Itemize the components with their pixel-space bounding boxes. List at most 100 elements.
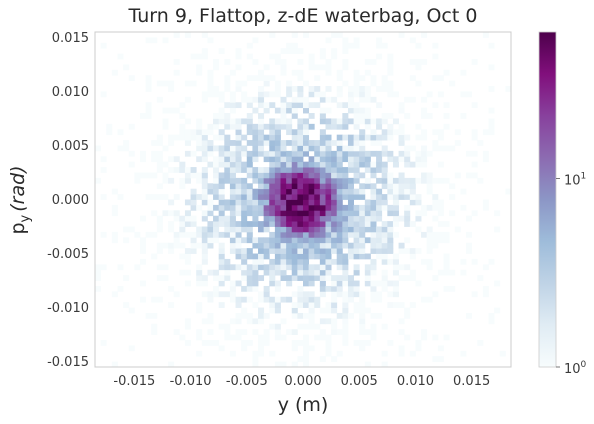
heatmap-bin	[303, 145, 310, 152]
heatmap-bin	[286, 177, 293, 184]
heatmap-bin	[263, 215, 270, 222]
heatmap-bin	[274, 161, 281, 168]
heatmap-bin	[359, 323, 366, 330]
heatmap-bin	[173, 194, 180, 200]
heatmap-bin	[336, 350, 343, 357]
heatmap-bin	[308, 226, 315, 233]
heatmap-bin	[370, 269, 377, 276]
heatmap-bin	[392, 302, 399, 308]
heatmap-bin	[274, 188, 281, 195]
heatmap-bin	[432, 204, 439, 211]
heatmap-bin	[342, 80, 349, 87]
heatmap-bin	[336, 248, 343, 254]
heatmap-bin	[331, 329, 338, 335]
heatmap-bin	[252, 199, 259, 206]
heatmap-bin	[488, 312, 495, 319]
heatmap-bin	[241, 80, 248, 87]
heatmap-bin	[207, 226, 214, 233]
heatmap-bin	[224, 118, 231, 125]
x-tick-label: 0.010	[397, 374, 434, 389]
heatmap-bin	[95, 177, 102, 184]
heatmap-bin	[168, 221, 175, 227]
heatmap-bin	[392, 231, 399, 238]
heatmap-bin	[387, 188, 394, 195]
heatmap-bin	[184, 280, 191, 287]
heatmap-bin	[387, 231, 394, 238]
heatmap-bin	[252, 107, 259, 114]
heatmap-bin	[392, 258, 399, 265]
heatmap-bin	[387, 204, 394, 211]
heatmap-bin	[404, 96, 411, 103]
heatmap-bin	[499, 350, 506, 357]
heatmap-bin	[263, 291, 270, 298]
heatmap-bin	[213, 221, 220, 227]
heatmap-bin	[213, 123, 220, 130]
heatmap-bin	[235, 129, 242, 136]
heatmap-bin	[123, 140, 130, 146]
heatmap-bin	[319, 253, 326, 260]
heatmap-bin	[331, 210, 338, 217]
heatmap-bin	[269, 145, 276, 152]
heatmap-bin	[308, 172, 315, 179]
heatmap-bin	[370, 248, 377, 254]
heatmap-bin	[426, 248, 433, 254]
heatmap-bin	[336, 75, 343, 82]
heatmap-bin	[291, 226, 298, 233]
heatmap-bin	[471, 210, 478, 217]
heatmap-bin	[404, 204, 411, 211]
heatmap-bin	[437, 221, 444, 227]
heatmap-bin	[156, 264, 163, 271]
heatmap-bin	[252, 350, 259, 357]
heatmap-bin	[331, 307, 338, 314]
heatmap-bin	[303, 345, 310, 352]
y-tick-label: 0.000	[52, 193, 89, 208]
heatmap-bin	[482, 150, 489, 157]
heatmap-bin	[449, 269, 456, 276]
heatmap-bin	[269, 161, 276, 168]
heatmap-bin	[331, 248, 338, 254]
heatmap-bin	[246, 183, 253, 190]
heatmap-bin	[364, 329, 371, 335]
heatmap-bin	[398, 264, 405, 271]
heatmap-bin	[263, 156, 270, 163]
heatmap-bin	[308, 91, 315, 98]
heatmap-bin	[325, 96, 332, 103]
heatmap-bin	[241, 167, 248, 173]
heatmap-bin	[123, 302, 130, 308]
heatmap-bin	[308, 194, 315, 200]
heatmap-bin	[319, 264, 326, 271]
heatmap-bin	[404, 334, 411, 341]
heatmap-bin	[162, 172, 169, 179]
heatmap-bin	[280, 123, 287, 130]
heatmap-bin	[381, 161, 388, 168]
heatmap-bin	[224, 113, 231, 119]
heatmap-bin	[286, 48, 293, 55]
heatmap-bin	[398, 172, 405, 179]
heatmap-bin	[347, 280, 354, 287]
heatmap-bin	[263, 242, 270, 249]
heatmap-bin	[364, 134, 371, 141]
heatmap-bin	[128, 226, 135, 233]
heatmap-bin	[280, 118, 287, 125]
heatmap-bin	[347, 248, 354, 254]
heatmap-bin	[308, 156, 315, 163]
heatmap-bin	[331, 285, 338, 292]
heatmap-bin	[392, 204, 399, 211]
heatmap-bin	[218, 345, 225, 352]
heatmap-bin	[269, 156, 276, 163]
heatmap-bin	[213, 204, 220, 211]
heatmap-bin	[342, 145, 349, 152]
heatmap-bin	[325, 204, 332, 211]
heatmap-bin	[258, 199, 265, 206]
heatmap-bin	[387, 59, 394, 65]
heatmap-bin	[331, 280, 338, 287]
heatmap-bin	[308, 183, 315, 190]
heatmap-bin	[111, 69, 118, 76]
heatmap-bin	[325, 221, 332, 227]
heatmap-bin	[297, 339, 304, 346]
heatmap-bin	[303, 339, 310, 346]
heatmap-bin	[488, 42, 495, 49]
heatmap-bin	[437, 345, 444, 352]
heatmap-bin	[224, 221, 231, 227]
heatmap-bin	[308, 302, 315, 308]
